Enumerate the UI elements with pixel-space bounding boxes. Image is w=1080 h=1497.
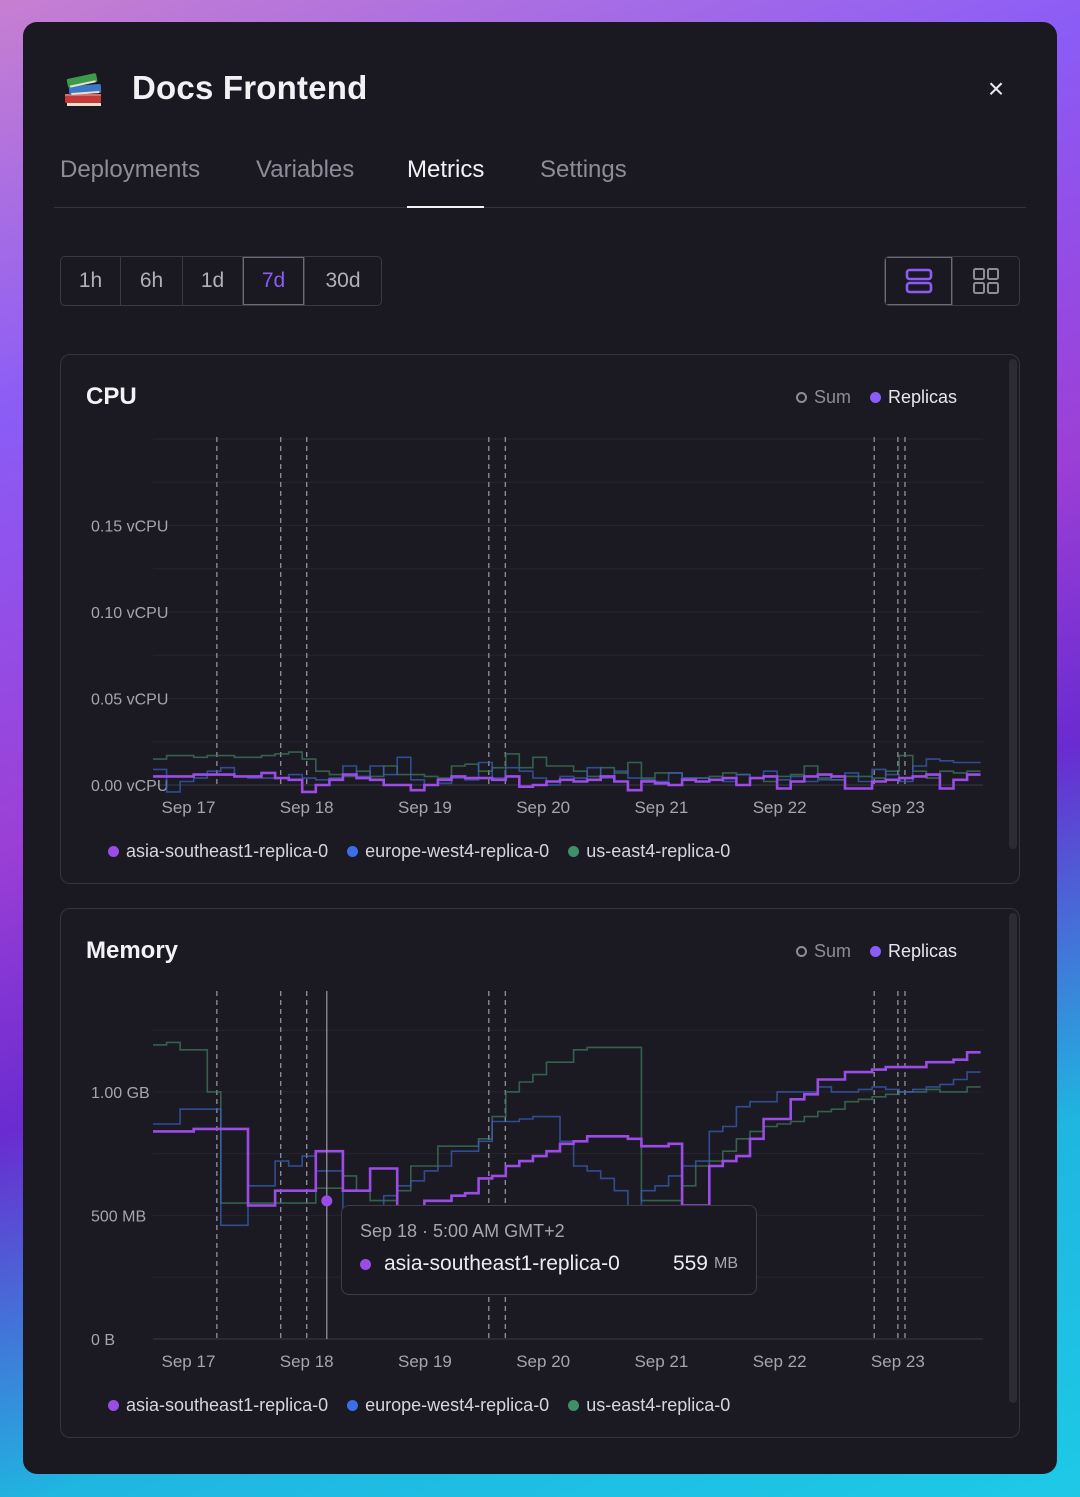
memory-scrollbar[interactable] xyxy=(1009,913,1017,1403)
series-line-asia-southeast1-replica-0[interactable] xyxy=(153,1051,981,1212)
sum-dot-icon xyxy=(796,946,807,957)
replicas-dot-icon xyxy=(870,392,881,403)
x-tick-label: Sep 17 xyxy=(162,798,216,817)
service-panel: Docs Frontend × Deployments Variables Me… xyxy=(23,22,1057,1474)
legend-item-asia[interactable]: asia-southeast1-replica-0 xyxy=(108,1395,328,1416)
x-tick-label: Sep 23 xyxy=(871,1352,925,1371)
legend-dot-icon xyxy=(568,1400,580,1411)
tooltip-value: 559 xyxy=(672,1252,708,1275)
tooltip-unit: MB xyxy=(714,1255,738,1272)
series-line-asia-southeast1-replica-0[interactable] xyxy=(153,771,981,794)
tab-deployments[interactable]: Deployments xyxy=(60,156,201,183)
series-line-europe-west4-replica-0[interactable] xyxy=(153,756,981,793)
tooltip-dot-icon xyxy=(360,1258,371,1270)
range-1h[interactable]: 1h xyxy=(61,257,121,305)
cpu-legend: asia-southeast1-replica-0 europe-west4-r… xyxy=(108,841,749,862)
sum-toggle[interactable]: Sum xyxy=(796,941,851,962)
x-tick-label: Sep 21 xyxy=(634,798,688,817)
books-icon xyxy=(59,64,107,112)
close-icon[interactable]: × xyxy=(987,73,1005,104)
tooltip-date: Sep 18 · 5:00 AM GMT+2 xyxy=(360,1221,565,1241)
legend-item-us[interactable]: us-east4-replica-0 xyxy=(568,841,730,862)
tooltip-series: asia-southeast1-replica-0 xyxy=(384,1252,620,1275)
cpu-scrollbar[interactable] xyxy=(1009,359,1017,849)
memory-chart[interactable]: 0 B 500 MB 1.00 GB Sep 17 Sep 18 Sep 19 Sep 20… xyxy=(61,909,1021,1379)
cpu-card: CPU Sum Replicas 0.00 vCPU 0.05 vCPU 0.10 … xyxy=(60,354,1020,884)
series-line-europe-west4-replica-0[interactable] xyxy=(153,1071,981,1227)
x-tick-label: Sep 18 xyxy=(280,798,334,817)
range-7d[interactable]: 7d xyxy=(243,257,305,305)
replicas-toggle[interactable]: Replicas xyxy=(870,387,957,408)
view-mode-toggle xyxy=(884,256,1020,306)
legend-dot-icon xyxy=(108,1400,119,1411)
range-30d[interactable]: 30d xyxy=(325,269,361,292)
legend-item-us[interactable]: us-east4-replica-0 xyxy=(568,1395,730,1416)
range-6h[interactable]: 6h xyxy=(121,257,183,305)
x-tick-label: Sep 23 xyxy=(871,798,925,817)
x-tick-label: Sep 17 xyxy=(162,1352,216,1371)
cpu-chart[interactable]: 0.00 vCPU 0.05 vCPU 0.10 vCPU 0.15 vCPU Sep … xyxy=(61,355,1021,825)
x-tick-label: Sep 21 xyxy=(634,1352,688,1371)
memory-card-title: Memory xyxy=(86,937,179,964)
y-tick-label: 1.00 GB xyxy=(91,1085,150,1102)
x-tick-label: Sep 18 xyxy=(280,1352,334,1371)
tab-metrics[interactable]: Metrics xyxy=(407,156,485,208)
legend-dot-icon xyxy=(108,846,119,857)
x-tick-label: Sep 19 xyxy=(398,1352,452,1371)
replicas-dot-icon xyxy=(870,946,881,957)
sum-label: Sum xyxy=(814,941,852,961)
cpu-card-title: CPU xyxy=(86,383,137,410)
panel-header: Docs Frontend xyxy=(59,64,367,112)
legend-dot-icon xyxy=(347,1400,359,1411)
y-tick-label: 0.00 vCPU xyxy=(91,778,168,795)
series-line-us-east4-replica-0[interactable] xyxy=(153,1041,981,1204)
tab-settings[interactable]: Settings xyxy=(540,156,627,183)
stacked-rows-icon[interactable] xyxy=(885,257,952,305)
sum-toggle[interactable]: Sum xyxy=(796,387,851,408)
y-tick-label: 0.05 vCPU xyxy=(91,692,168,709)
sum-label: Sum xyxy=(814,387,852,407)
legend-item-europe[interactable]: europe-west4-replica-0 xyxy=(347,1395,549,1416)
replicas-label: Replicas xyxy=(888,941,958,961)
y-tick-label: 0.10 vCPU xyxy=(91,605,168,622)
hover-point[interactable] xyxy=(321,1195,333,1207)
range-1d[interactable]: 1d xyxy=(183,257,243,305)
y-tick-label: 0.15 vCPU xyxy=(91,519,168,536)
legend-item-europe[interactable]: europe-west4-replica-0 xyxy=(347,841,549,862)
y-tick-label: 0 B xyxy=(91,1332,115,1349)
x-tick-label: Sep 19 xyxy=(398,798,452,817)
time-range-selector: 1h 6h 1d 7d 30d xyxy=(60,256,382,306)
x-tick-label: Sep 20 xyxy=(516,1352,570,1371)
replicas-label: Replicas xyxy=(888,387,958,407)
x-tick-label: Sep 22 xyxy=(753,1352,807,1371)
legend-dot-icon xyxy=(347,846,359,857)
tab-bar: Deployments Variables Metrics Settings xyxy=(54,150,1026,208)
legend-item-asia[interactable]: asia-southeast1-replica-0 xyxy=(108,841,328,862)
sum-dot-icon xyxy=(796,392,807,403)
grid-icon[interactable] xyxy=(952,257,1019,305)
legend-dot-icon xyxy=(568,846,580,857)
y-tick-label: 500 MB xyxy=(91,1208,146,1225)
page-title: Docs Frontend xyxy=(132,69,368,106)
chart-tooltip: Sep 18 · 5:00 AM GMT+2 asia-southeast1-r… xyxy=(341,1205,757,1295)
memory-legend: asia-southeast1-replica-0 europe-west4-r… xyxy=(108,1395,749,1416)
x-tick-label: Sep 20 xyxy=(516,798,570,817)
x-tick-label: Sep 22 xyxy=(753,798,807,817)
replicas-toggle[interactable]: Replicas xyxy=(870,941,957,962)
memory-card: Memory Sum Replicas 0 B 500 MB 1.00 GB Sep … xyxy=(60,908,1020,1438)
tab-variables[interactable]: Variables xyxy=(256,156,355,183)
